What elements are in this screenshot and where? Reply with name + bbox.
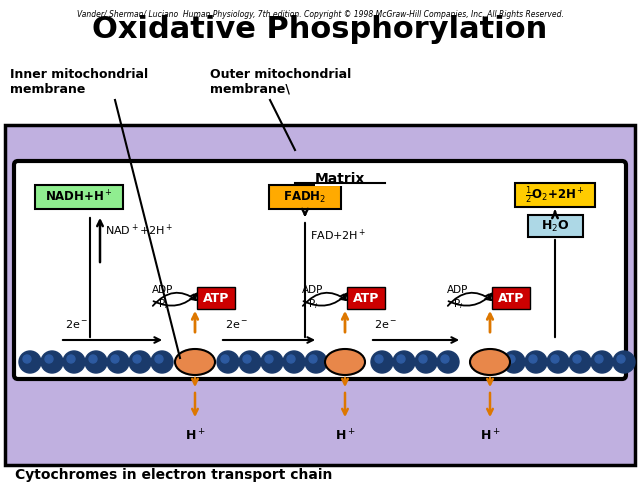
Circle shape: [393, 351, 415, 373]
Circle shape: [129, 351, 151, 373]
Circle shape: [573, 355, 581, 363]
Circle shape: [419, 355, 427, 363]
Circle shape: [613, 351, 635, 373]
Circle shape: [547, 351, 569, 373]
Bar: [347, 287, 385, 309]
Circle shape: [265, 355, 273, 363]
Text: 2e$^-$: 2e$^-$: [225, 318, 248, 330]
Circle shape: [309, 355, 317, 363]
Text: FAD+2H$^+$: FAD+2H$^+$: [310, 228, 367, 242]
Text: H$^+$: H$^+$: [335, 428, 355, 443]
Text: H$^+$: H$^+$: [185, 428, 205, 443]
Circle shape: [591, 351, 613, 373]
Circle shape: [67, 355, 75, 363]
Text: Outer mitochondrial
membrane\: Outer mitochondrial membrane\: [210, 68, 351, 96]
Circle shape: [371, 351, 393, 373]
Circle shape: [569, 351, 591, 373]
Text: Matrix: Matrix: [315, 172, 365, 186]
Circle shape: [415, 351, 437, 373]
Circle shape: [45, 355, 53, 363]
Bar: [527, 215, 582, 237]
Circle shape: [151, 351, 173, 373]
Circle shape: [261, 351, 283, 373]
Circle shape: [507, 355, 515, 363]
Circle shape: [155, 355, 163, 363]
Bar: [5, 125, 635, 465]
Text: H$_2$O: H$_2$O: [541, 218, 569, 234]
Text: NADH+H$^+$: NADH+H$^+$: [45, 189, 113, 205]
Ellipse shape: [325, 349, 365, 375]
FancyBboxPatch shape: [14, 161, 626, 379]
Circle shape: [375, 355, 383, 363]
Text: ADP
P$_i$: ADP P$_i$: [152, 285, 173, 311]
Circle shape: [19, 351, 41, 373]
Text: 2e$^-$: 2e$^-$: [65, 318, 88, 330]
Circle shape: [503, 351, 525, 373]
Circle shape: [287, 355, 295, 363]
Circle shape: [243, 355, 251, 363]
Text: Cytochromes in electron transport chain: Cytochromes in electron transport chain: [15, 468, 332, 482]
Text: ATP: ATP: [353, 292, 379, 305]
Text: FADH$_2$: FADH$_2$: [284, 189, 326, 204]
Circle shape: [89, 355, 97, 363]
Circle shape: [441, 355, 449, 363]
Circle shape: [437, 351, 459, 373]
Text: NAD$^+$+2H$^+$: NAD$^+$+2H$^+$: [105, 222, 173, 238]
Circle shape: [617, 355, 625, 363]
Circle shape: [63, 351, 85, 373]
Text: Vander/ Sherman/ Luciano  Human Physiology, 7th edition. Copyright © 1998 McGraw: Vander/ Sherman/ Luciano Human Physiolog…: [77, 10, 563, 19]
Bar: [269, 185, 341, 209]
Text: 2e$^-$: 2e$^-$: [374, 318, 397, 330]
Text: Oxidative Phosphorylation: Oxidative Phosphorylation: [92, 15, 548, 44]
Circle shape: [239, 351, 261, 373]
Text: ADP
P$_i$: ADP P$_i$: [302, 285, 324, 311]
Circle shape: [305, 351, 327, 373]
Text: ATP: ATP: [498, 292, 524, 305]
Bar: [515, 183, 595, 207]
Text: ATP: ATP: [203, 292, 229, 305]
Circle shape: [133, 355, 141, 363]
Circle shape: [529, 355, 537, 363]
Circle shape: [107, 351, 129, 373]
Text: Inner mitochondrial
membrane: Inner mitochondrial membrane: [10, 68, 148, 96]
Circle shape: [525, 351, 547, 373]
Circle shape: [397, 355, 405, 363]
Ellipse shape: [175, 349, 215, 375]
Bar: [35, 185, 123, 209]
Bar: [492, 287, 530, 309]
Circle shape: [217, 351, 239, 373]
Text: $\frac{1}{2}$O$_2$+2H$^+$: $\frac{1}{2}$O$_2$+2H$^+$: [525, 184, 585, 206]
Circle shape: [85, 351, 107, 373]
Text: ADP
P$_i$: ADP P$_i$: [447, 285, 468, 311]
Circle shape: [221, 355, 229, 363]
Bar: [197, 287, 235, 309]
Circle shape: [551, 355, 559, 363]
Circle shape: [595, 355, 603, 363]
Text: H$^+$: H$^+$: [479, 428, 500, 443]
Circle shape: [111, 355, 119, 363]
Ellipse shape: [470, 349, 510, 375]
Circle shape: [283, 351, 305, 373]
Circle shape: [41, 351, 63, 373]
Circle shape: [23, 355, 31, 363]
